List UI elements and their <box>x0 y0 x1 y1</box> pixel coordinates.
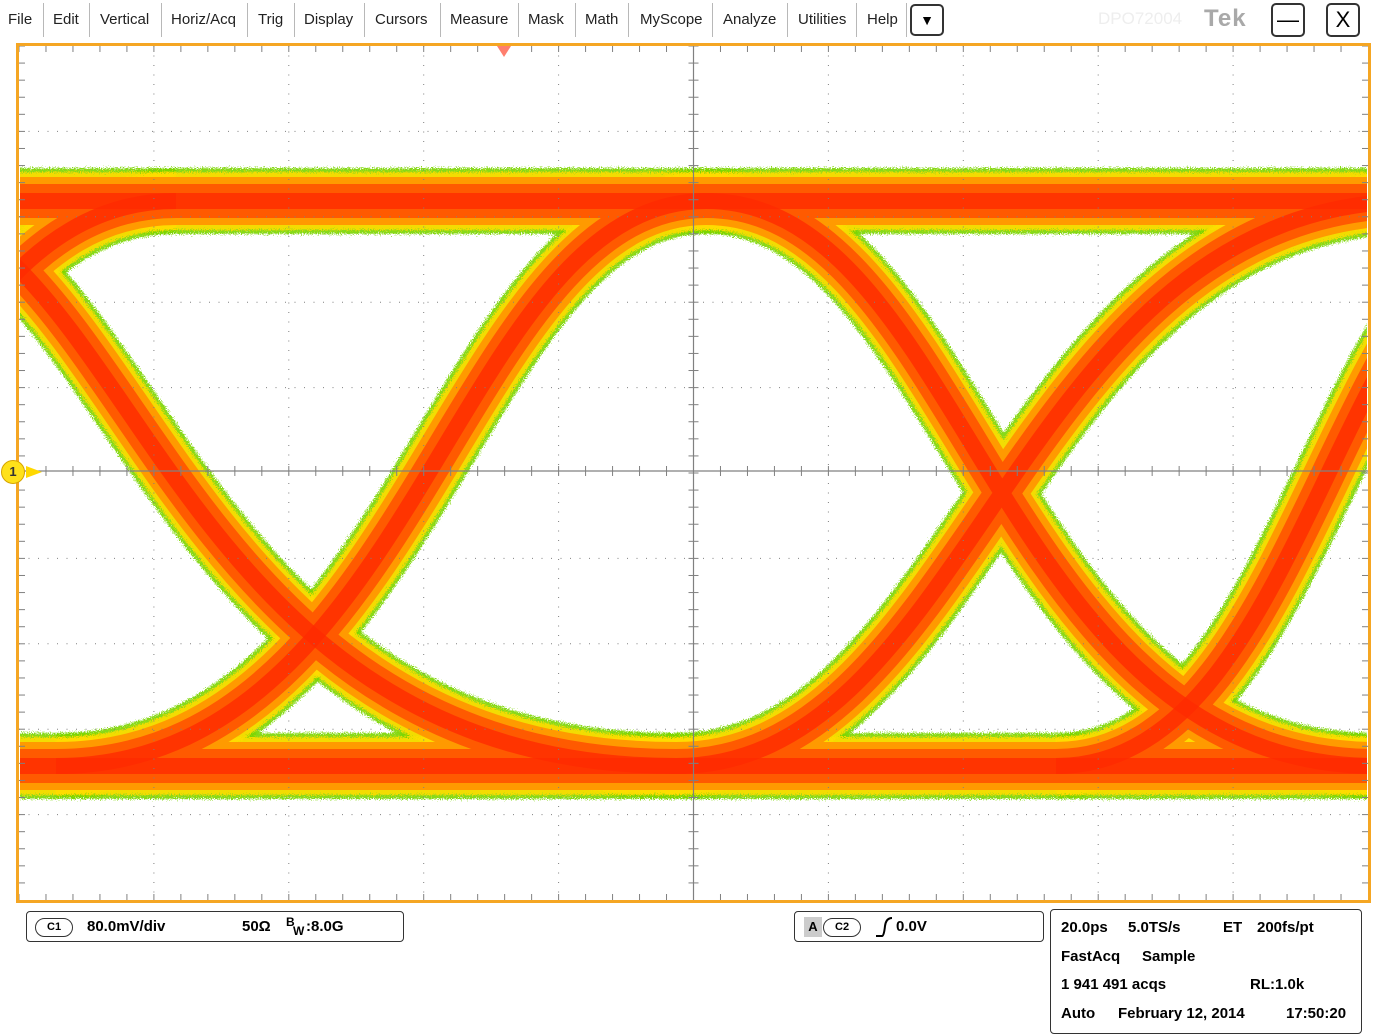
menu-separator <box>43 3 44 37</box>
channel1-ground-arrow-icon <box>26 466 42 478</box>
menu-separator <box>294 3 295 37</box>
waveform-display[interactable] <box>16 43 1371 903</box>
time-resolution: 200fs/pt <box>1257 919 1314 936</box>
model-watermark: DPO72004 <box>1098 9 1183 28</box>
acquisition-type: Sample <box>1142 948 1196 965</box>
channel1-marker[interactable]: 1 <box>1 460 25 484</box>
run-mode: Auto <box>1061 1005 1096 1022</box>
acquisition-time: 17:50:20 <box>1286 1005 1347 1022</box>
menu-analyze[interactable]: Analyze <box>723 11 777 28</box>
menu-mask[interactable]: Mask <box>528 11 564 28</box>
close-button[interactable]: X <box>1326 3 1360 37</box>
menu-separator <box>89 3 90 37</box>
timebase-mode: ET <box>1223 919 1243 936</box>
trigger-position-marker[interactable] <box>497 46 511 57</box>
menu-myscope[interactable]: MyScope <box>640 11 703 28</box>
horizontal-acq-readout[interactable]: 20.0ps 5.0TS/s ET 200fs/pt FastAcq Sampl… <box>1050 909 1362 1034</box>
menu-display[interactable]: Display <box>304 11 354 28</box>
menu-separator <box>575 3 576 37</box>
menu-separator <box>712 3 713 37</box>
menu-separator <box>856 3 857 37</box>
menu-utilities[interactable]: Utilities <box>798 11 847 28</box>
menu-edit[interactable]: Edit <box>53 11 79 28</box>
menu-separator <box>518 3 519 37</box>
menu-file[interactable]: File <box>8 11 33 28</box>
acquisition-date: February 12, 2014 <box>1118 1005 1245 1022</box>
horizontal-scale: 20.0ps <box>1061 919 1108 936</box>
menu-separator <box>161 3 162 37</box>
trigger-channel-badge: C2 <box>823 918 862 937</box>
menu-vertical[interactable]: Vertical <box>100 11 150 28</box>
grid-lines <box>18 45 1368 900</box>
menu-separator <box>628 3 629 37</box>
menu-separator <box>247 3 248 37</box>
menu-separator <box>440 3 441 37</box>
menu-measure[interactable]: Measure <box>450 11 509 28</box>
menu-trig[interactable]: Trig <box>258 11 284 28</box>
menu-math[interactable]: Math <box>585 11 619 28</box>
rising-edge-icon <box>875 916 893 942</box>
input-impedance: 50Ω <box>242 918 271 935</box>
trigger-level: 0.0V <box>896 918 927 935</box>
bandwidth-prefix: B <box>286 915 295 929</box>
vertical-scale: 80.0mV/div <box>87 918 166 935</box>
menu-horiz-acq[interactable]: Horiz/Acq <box>171 11 237 28</box>
minimize-button[interactable]: — <box>1271 3 1305 37</box>
menu-dropdown-button[interactable]: ▼ <box>910 4 944 36</box>
menu-cursors[interactable]: Cursors <box>375 11 428 28</box>
trigger-source-badge: A <box>804 917 822 937</box>
bandwidth-subscript: W <box>293 924 305 938</box>
acquisition-count: 1 941 491 acqs <box>1061 976 1167 993</box>
menu-bar: File Edit Vertical Horiz/Acq Trig Display Curs… <box>0 0 1375 40</box>
channel-badge: C1 <box>35 918 74 937</box>
record-length: RL:1.0k <box>1250 976 1305 993</box>
sample-rate: 5.0TS/s <box>1128 919 1181 936</box>
menu-separator <box>906 3 907 37</box>
menu-help[interactable]: Help <box>867 11 898 28</box>
acquisition-mode: FastAcq <box>1061 948 1121 965</box>
tek-logo: Tek <box>1204 5 1247 32</box>
vertical-readout[interactable]: C1 80.0mV/div 50Ω B W :8.0G <box>26 911 404 942</box>
eye-diagram <box>20 168 1367 799</box>
graticule <box>16 43 1371 903</box>
bandwidth-value: :8.0G <box>306 918 344 935</box>
trigger-readout[interactable]: A C2 0.0V <box>794 911 1044 942</box>
menu-separator <box>787 3 788 37</box>
menu-separator <box>364 3 365 37</box>
